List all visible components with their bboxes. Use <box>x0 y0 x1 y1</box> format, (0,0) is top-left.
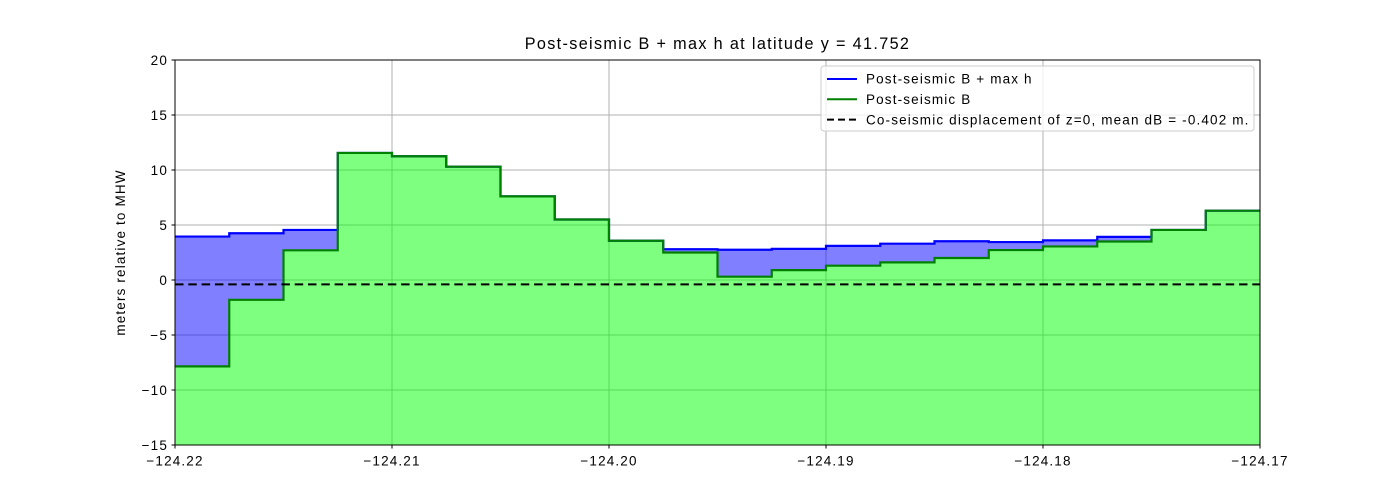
svg-text:Post-seismic B + max h at lati: Post-seismic B + max h at latitude y = 4… <box>525 35 911 53</box>
svg-text:10: 10 <box>151 163 168 178</box>
svg-text:Co-seismic displacement of z=0: Co-seismic displacement of z=0, mean dB … <box>866 112 1250 127</box>
svg-text:Post-seismic B + max h: Post-seismic B + max h <box>866 72 1033 87</box>
svg-text:15: 15 <box>151 108 168 123</box>
svg-text:5: 5 <box>159 218 168 233</box>
svg-text:20: 20 <box>151 53 168 68</box>
svg-text:0: 0 <box>159 273 168 288</box>
svg-text:−124.18: −124.18 <box>1014 453 1071 468</box>
svg-text:meters relative to MHW: meters relative to MHW <box>113 169 128 335</box>
svg-text:−10: −10 <box>142 383 168 398</box>
svg-text:Post-seismic B: Post-seismic B <box>866 92 971 107</box>
svg-text:−124.19: −124.19 <box>797 453 854 468</box>
svg-text:−5: −5 <box>150 328 168 343</box>
svg-text:−124.21: −124.21 <box>363 453 420 468</box>
svg-text:−15: −15 <box>142 438 168 453</box>
svg-text:−124.20: −124.20 <box>580 453 637 468</box>
svg-text:−124.22: −124.22 <box>146 453 203 468</box>
svg-text:−124.17: −124.17 <box>1231 453 1288 468</box>
